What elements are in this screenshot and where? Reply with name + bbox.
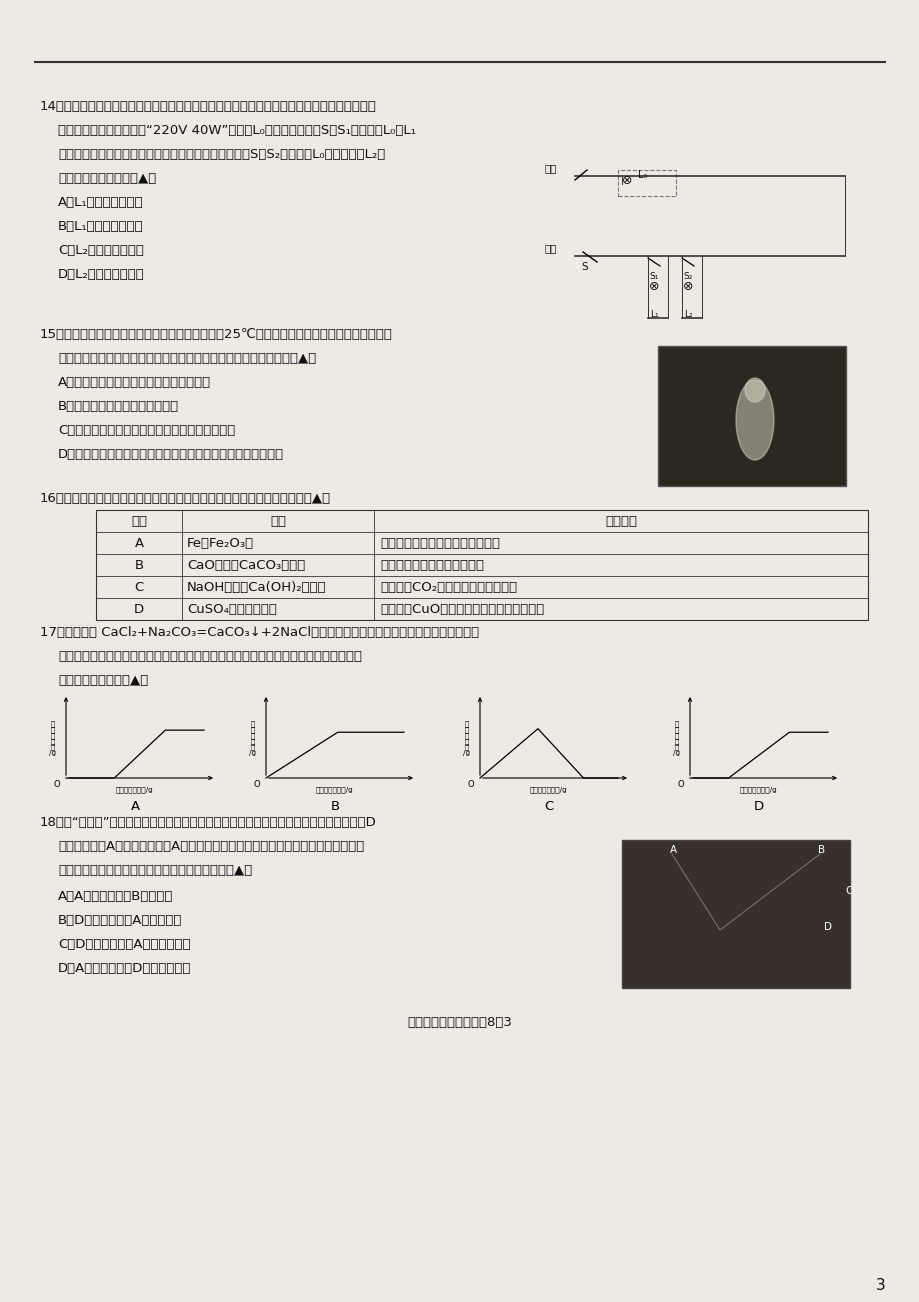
Text: 17．已知反应 CaCl₂+Na₂CO₃=CaCO₃↓+2NaCl。向一定量的盐酸和氯化钙溶液的混合物中不断: 17．已知反应 CaCl₂+Na₂CO₃=CaCO₃↓+2NaCl。向一定量的盐… — [40, 626, 479, 639]
Text: 加入过量CuO粉末，加热，充分反应后过滤: 加入过量CuO粉末，加热，充分反应后过滤 — [380, 603, 544, 616]
Ellipse shape — [744, 378, 765, 402]
Text: 14．如图所示的家庭照明电路，已知其中一只灯泡的灯头接线处存在故障。电工师傅为查明故: 14．如图所示的家庭照明电路，已知其中一只灯泡的灯头接线处存在故障。电工师傅为查… — [40, 100, 377, 113]
Text: B: B — [817, 845, 824, 855]
Text: A．L₁灯头接线处断路: A．L₁灯头接线处断路 — [58, 197, 143, 210]
Text: 15．南极是世界上最冷的地方，常年平均气温是－25℃。如图所示，一天，企鹅妈妈和小企鹅: 15．南极是世界上最冷的地方，常年平均气温是－25℃。如图所示，一天，企鹅妈妈和… — [40, 328, 392, 341]
Text: A: A — [669, 845, 676, 855]
Text: D: D — [823, 922, 831, 932]
Text: 火线: 火线 — [544, 163, 557, 173]
Text: B．L₁灯头接线处短路: B．L₁灯头接线处短路 — [58, 220, 143, 233]
Text: 之间发生了一次有趣的对话，它们的部分说法如下，其中正确得是（▲）: 之间发生了一次有趣的对话，它们的部分说法如下，其中正确得是（▲） — [58, 352, 316, 365]
Text: S₁: S₁ — [648, 272, 658, 281]
Text: 碳酸钠溶液质量/g: 碳酸钠溶液质量/g — [316, 786, 354, 793]
Text: 气
体
的
质
量
/g: 气 体 的 质 量 /g — [50, 720, 56, 755]
Text: ⊗: ⊗ — [621, 174, 632, 187]
Text: A．小企鹅：妈妈，这么冷，我都没温度了: A．小企鹅：妈妈，这么冷，我都没温度了 — [58, 376, 210, 389]
Bar — [96, 510, 867, 620]
Text: O: O — [253, 780, 260, 789]
Text: 碳酸钠溶液质量/g: 碳酸钠溶液质量/g — [529, 786, 567, 793]
Text: B．企鹅妈妈：不对，是没有内能: B．企鹅妈妈：不对，是没有内能 — [58, 400, 179, 413]
Text: D: D — [134, 603, 144, 616]
Text: 发光。由此可以确定（▲）: 发光。由此可以确定（▲） — [58, 172, 156, 185]
Text: 16．为除去下列物质中的杂质（括号内是杂质），下列操作方法正确的是（▲）: 16．为除去下列物质中的杂质（括号内是杂质），下列操作方法正确的是（▲） — [40, 492, 331, 505]
Text: L₀: L₀ — [637, 171, 647, 180]
Text: O: O — [676, 780, 683, 789]
Text: 上升到最高点A，时而从最高点A飞驰而下。过山车在运动过程中，若不计能量损失，: 上升到最高点A，时而从最高点A飞驰而下。过山车在运动过程中，若不计能量损失， — [58, 840, 364, 853]
Text: O: O — [53, 780, 60, 789]
Text: 沉
淀
的
质
量
/g: 沉 淀 的 质 量 /g — [463, 720, 470, 755]
Text: 气
体
的
质
量
/g: 气 体 的 质 量 /g — [249, 720, 256, 755]
Text: B: B — [330, 799, 339, 812]
Text: CuSO₄溶液（硫酸）: CuSO₄溶液（硫酸） — [187, 603, 277, 616]
Text: NaOH溶液（Ca(OH)₂溶液）: NaOH溶液（Ca(OH)₂溶液） — [187, 581, 326, 594]
Text: C．D点动能最大，A点机械能最大: C．D点动能最大，A点机械能最大 — [58, 937, 190, 950]
Text: 系，其中正确的是（▲）: 系，其中正确的是（▲） — [58, 674, 148, 687]
Text: CaO粉末（CaCO₃粉末）: CaO粉末（CaCO₃粉末） — [187, 559, 305, 572]
Text: 只有动能和势能的相互转化。下列说法正确的是（▲）: 只有动能和势能的相互转化。下列说法正确的是（▲） — [58, 865, 252, 878]
Text: ⊗: ⊗ — [648, 280, 659, 293]
Text: D: D — [753, 799, 764, 812]
Text: B: B — [134, 559, 143, 572]
Text: L₂: L₂ — [683, 310, 692, 319]
Text: D．企鹅妈妈：呵呵，水蒸气应该有吧，因为冰是可以升华的呀: D．企鹅妈妈：呵呵，水蒸气应该有吧，因为冰是可以升华的呀 — [58, 448, 284, 461]
Text: 沉
淀
的
质
量
/g: 沉 淀 的 质 量 /g — [673, 720, 680, 755]
Text: 都呈暗红色（比正常发光状态暗得多）；当只闭合开关S、S₂时，灯泡L₀正常发光，L₂不: 都呈暗红色（比正常发光状态暗得多）；当只闭合开关S、S₂时，灯泡L₀正常发光，L… — [58, 148, 385, 161]
Text: C: C — [544, 799, 553, 812]
Text: 18．玩“过山车”是一项非常惊险刺激的娱乐活动。如图所示，过山车时而从轨道的最低点D: 18．玩“过山车”是一项非常惊险刺激的娱乐活动。如图所示，过山车时而从轨道的最低… — [40, 816, 377, 829]
Ellipse shape — [735, 380, 773, 460]
Text: 通入过量CO₂气体，充分反应后过滤: 通入过量CO₂气体，充分反应后过滤 — [380, 581, 516, 594]
Text: 滴入碳酸钠溶液。下图分别表示滴入碳酸钠溶液的质量与生成气体或沉淀的质量变化关: 滴入碳酸钠溶液。下图分别表示滴入碳酸钠溶液的质量与生成气体或沉淀的质量变化关 — [58, 650, 361, 663]
Text: ⊗: ⊗ — [682, 280, 693, 293]
Text: C．小企鹅：冰天雪地的，可能连水蒸气都没有吧: C．小企鹅：冰天雪地的，可能连水蒸气都没有吧 — [58, 424, 235, 437]
Text: 碳酸钠溶液质量/g: 碳酸钠溶液质量/g — [116, 786, 153, 793]
Bar — [618, 171, 675, 197]
Text: C: C — [844, 885, 851, 896]
Text: 加入过量稀盐酸，充分反应后过滤: 加入过量稀盐酸，充分反应后过滤 — [380, 536, 499, 549]
Text: A: A — [130, 799, 140, 812]
Text: D．A点势能最大，D点机械能最大: D．A点势能最大，D点机械能最大 — [58, 962, 191, 975]
Bar — [621, 840, 849, 988]
Text: A: A — [134, 536, 143, 549]
Text: L₁: L₁ — [650, 310, 658, 319]
Bar — [657, 346, 845, 486]
Text: B．D点动能最大，A点势能最大: B．D点动能最大，A点势能最大 — [58, 914, 182, 927]
Text: O: O — [467, 780, 473, 789]
Text: 物质: 物质 — [269, 516, 286, 529]
Text: Fe（Fe₂O₃）: Fe（Fe₂O₃） — [187, 536, 254, 549]
Text: 九年级科学（期末）试8－3: 九年级科学（期末）试8－3 — [407, 1016, 512, 1029]
Text: S₂: S₂ — [682, 272, 692, 281]
Text: 选项: 选项 — [130, 516, 147, 529]
Text: S: S — [581, 262, 587, 272]
Text: A．A点机械能小于B点机械能: A．A点机械能小于B点机械能 — [58, 891, 173, 904]
Text: 零线: 零线 — [544, 243, 557, 253]
Text: 碳酸钠溶液质量/g: 碳酸钠溶液质量/g — [739, 786, 777, 793]
Text: C: C — [134, 581, 143, 594]
Text: C．L₂灯头接线处断路: C．L₂灯头接线处断路 — [58, 243, 143, 256]
Text: 操作方法: 操作方法 — [605, 516, 636, 529]
Text: D．L₂灯头接线处短路: D．L₂灯头接线处短路 — [58, 268, 144, 281]
Text: 加足量的水，充分搅拌后过滤: 加足量的水，充分搅拌后过滤 — [380, 559, 483, 572]
Text: 3: 3 — [875, 1279, 885, 1293]
Text: 障，在保险丝处接人一只“220V 40W”的灯泡L₀。当只闭合开关S、S₁时，灯泡L₀和L₁: 障，在保险丝处接人一只“220V 40W”的灯泡L₀。当只闭合开关S、S₁时，灯… — [58, 124, 415, 137]
